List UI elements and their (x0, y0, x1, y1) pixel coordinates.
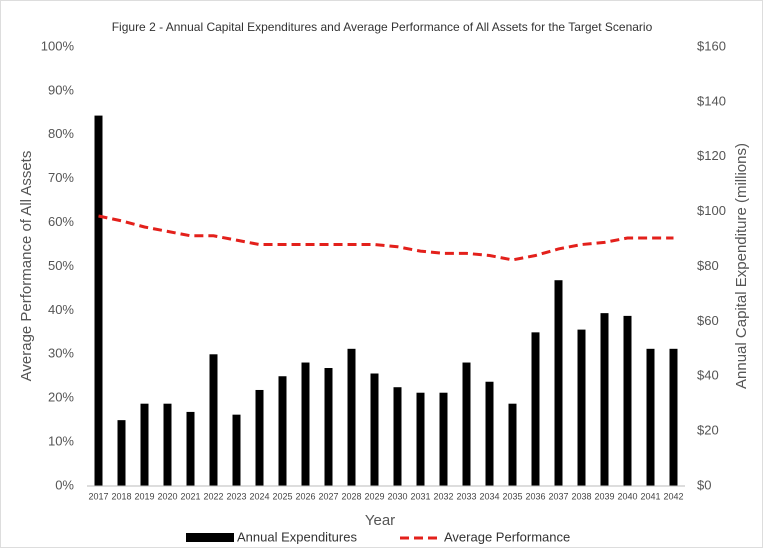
x-tick-label: 2034 (479, 491, 499, 501)
bar (324, 368, 333, 486)
bar (301, 362, 310, 486)
x-tick-label: 2042 (663, 491, 683, 501)
bar (416, 392, 425, 486)
x-tick-label: 2024 (249, 491, 269, 501)
x-tick-label: 2020 (157, 491, 177, 501)
x-tick-label: 2018 (111, 491, 131, 501)
y2-tick-label: $100 (697, 203, 726, 218)
y-tick-label: 100% (41, 38, 75, 53)
x-tick-label: 2039 (594, 491, 614, 501)
bar (531, 332, 540, 486)
x-tick-label: 2033 (456, 491, 476, 501)
x-tick-label: 2027 (318, 491, 338, 501)
bar (600, 313, 609, 486)
bar (347, 348, 356, 486)
x-tick-label: 2041 (640, 491, 660, 501)
x-tick-label: 2029 (364, 491, 384, 501)
x-tick-label: 2019 (134, 491, 154, 501)
bar (255, 389, 264, 486)
y-tick-label: 20% (48, 390, 74, 405)
x-tick-label: 2022 (203, 491, 223, 501)
x-tick-label: 2035 (502, 491, 522, 501)
y-tick-label: 0% (55, 477, 74, 492)
y-axis-title: Average Performance of All Assets (18, 151, 35, 382)
bar (278, 376, 287, 486)
bar (508, 403, 517, 486)
bar (669, 348, 678, 486)
y-tick-label: 40% (48, 302, 74, 317)
y-tick-label: 10% (48, 434, 74, 449)
x-tick-label: 2031 (410, 491, 430, 501)
x-tick-label: 2026 (295, 491, 315, 501)
y2-tick-label: $120 (697, 148, 726, 163)
x-tick-label: 2025 (272, 491, 292, 501)
x-tick-label: 2032 (433, 491, 453, 501)
y2-axis-title: Annual Capital Expenditure (millions) (733, 143, 750, 389)
x-tick-label: 2021 (180, 491, 200, 501)
x-tick-label: 2038 (571, 491, 591, 501)
bar (186, 411, 195, 486)
y-tick-label: 70% (48, 170, 74, 185)
bar (393, 387, 402, 486)
y-tick-label: 90% (48, 82, 74, 97)
x-tick-label: 2036 (525, 491, 545, 501)
bar (554, 280, 563, 486)
bar (485, 381, 494, 486)
bar (232, 414, 241, 486)
x-tick-label: 2017 (88, 491, 108, 501)
bar (117, 420, 126, 486)
bar (163, 403, 172, 486)
y-tick-label: 60% (48, 214, 74, 229)
bar (94, 115, 103, 486)
y2-tick-label: $80 (697, 258, 719, 273)
bar (577, 329, 586, 486)
bar (209, 354, 218, 486)
legend-label: Annual Expenditures (237, 529, 357, 544)
line (98, 214, 674, 262)
legend-swatch (186, 533, 234, 542)
x-tick-label: 2023 (226, 491, 246, 501)
y2-tick-label: $0 (697, 477, 711, 492)
x-tick-label: 2030 (387, 491, 407, 501)
y2-tick-label: $160 (697, 38, 726, 53)
x-axis-title: Year (365, 512, 395, 529)
bar (140, 403, 149, 486)
chart-title: Figure 2 - Annual Capital Expenditures a… (112, 20, 653, 34)
y-tick-label: 30% (48, 346, 74, 361)
bar (646, 348, 655, 486)
y2-tick-label: $20 (697, 423, 719, 438)
bar (462, 362, 471, 486)
y2-tick-label: $40 (697, 368, 719, 383)
y2-tick-label: $60 (697, 313, 719, 328)
y-tick-label: 80% (48, 126, 74, 141)
y2-tick-label: $140 (697, 93, 726, 108)
bar (370, 373, 379, 486)
bar (439, 392, 448, 486)
legend-label: Average Performance (444, 529, 570, 544)
x-tick-label: 2028 (341, 491, 361, 501)
bar (623, 315, 632, 486)
x-tick-label: 2040 (617, 491, 637, 501)
x-tick-label: 2037 (548, 491, 568, 501)
y-tick-label: 50% (48, 258, 74, 273)
